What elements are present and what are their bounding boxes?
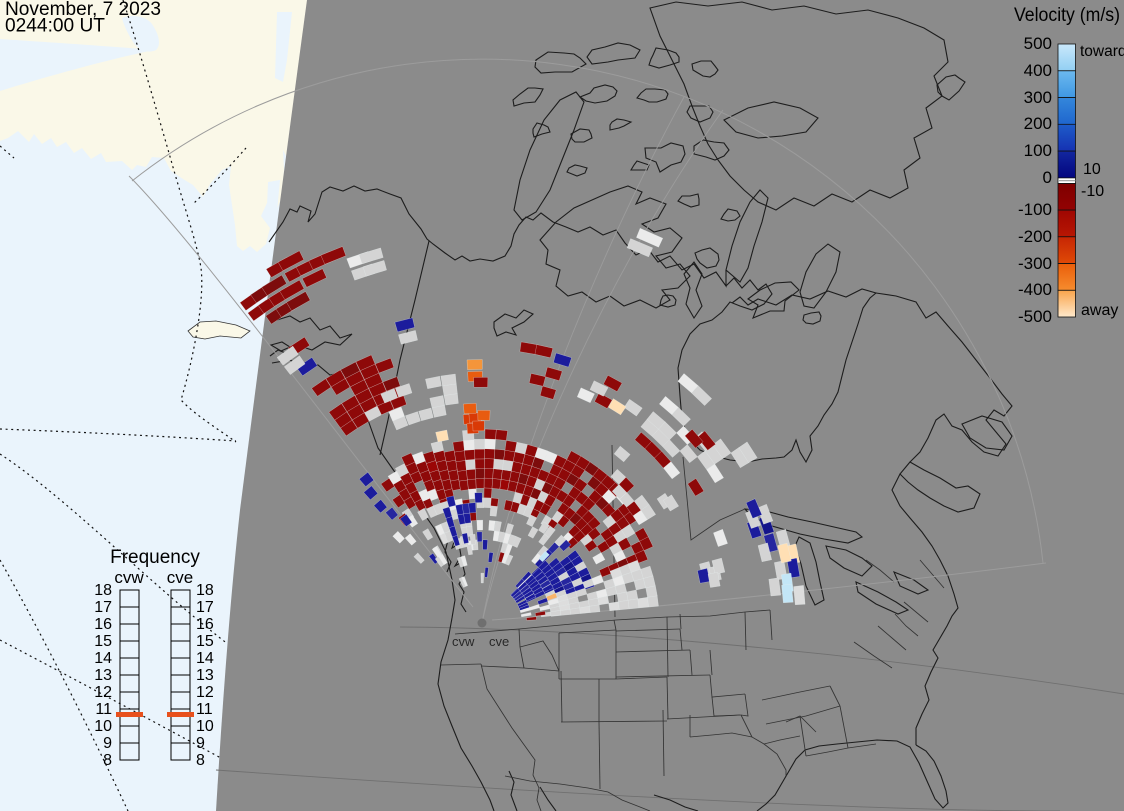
- svg-text:300: 300: [1024, 88, 1052, 107]
- svg-text:0244:00 UT: 0244:00 UT: [5, 16, 105, 37]
- svg-text:200: 200: [1024, 114, 1052, 133]
- svg-text:0: 0: [1043, 168, 1052, 187]
- svg-text:10: 10: [196, 718, 214, 735]
- svg-text:10: 10: [94, 718, 112, 735]
- svg-text:-500: -500: [1018, 307, 1052, 326]
- svg-text:8: 8: [103, 752, 112, 769]
- svg-text:cvw: cvw: [452, 634, 475, 649]
- svg-text:13: 13: [94, 667, 112, 684]
- svg-text:9: 9: [196, 735, 205, 752]
- svg-text:toward: toward: [1080, 43, 1124, 60]
- svg-text:16: 16: [196, 616, 214, 633]
- svg-text:10: 10: [1083, 161, 1101, 178]
- svg-text:14: 14: [94, 650, 112, 667]
- svg-text:away: away: [1081, 302, 1118, 319]
- svg-text:-10: -10: [1081, 183, 1104, 200]
- svg-text:Velocity (m/s): Velocity (m/s): [1014, 5, 1120, 26]
- svg-text:17: 17: [94, 599, 112, 616]
- svg-text:11: 11: [95, 701, 112, 718]
- svg-text:100: 100: [1024, 141, 1052, 160]
- svg-text:17: 17: [196, 599, 214, 616]
- svg-text:500: 500: [1024, 34, 1052, 53]
- svg-text:Frequency: Frequency: [110, 547, 200, 568]
- svg-text:14: 14: [196, 650, 214, 667]
- svg-text:-400: -400: [1018, 280, 1052, 299]
- svg-text:cve: cve: [167, 568, 193, 587]
- svg-text:9: 9: [103, 735, 112, 752]
- svg-text:-300: -300: [1018, 254, 1052, 273]
- svg-text:cvw: cvw: [114, 568, 144, 587]
- svg-text:-200: -200: [1018, 227, 1052, 246]
- svg-text:11: 11: [196, 701, 213, 718]
- svg-text:cve: cve: [489, 634, 509, 649]
- svg-text:November, 7 2023: November, 7 2023: [5, 0, 161, 20]
- svg-text:-100: -100: [1018, 200, 1052, 219]
- svg-text:12: 12: [94, 684, 112, 701]
- svg-text:15: 15: [196, 633, 214, 650]
- svg-text:12: 12: [196, 684, 214, 701]
- svg-text:400: 400: [1024, 61, 1052, 80]
- svg-text:18: 18: [196, 582, 214, 599]
- svg-text:15: 15: [94, 633, 112, 650]
- svg-text:8: 8: [196, 752, 205, 769]
- svg-text:16: 16: [94, 616, 112, 633]
- svg-text:18: 18: [94, 582, 112, 599]
- svg-text:13: 13: [196, 667, 214, 684]
